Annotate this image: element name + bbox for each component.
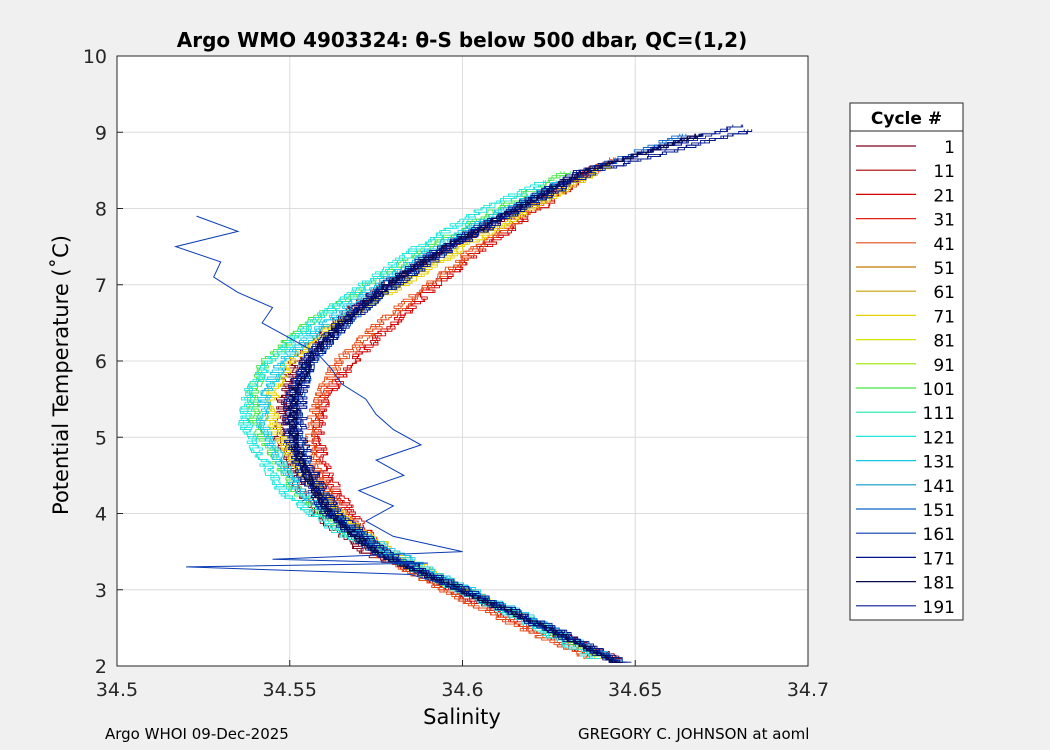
profile-line-cycle-191 bbox=[282, 124, 734, 663]
profile-line-cycle-161 bbox=[173, 215, 463, 591]
x-tick-label: 34.7 bbox=[787, 679, 829, 701]
legend-label-171: 171 bbox=[923, 549, 955, 569]
series-layer bbox=[173, 124, 753, 663]
x-tick-label: 34.5 bbox=[96, 679, 138, 701]
chart-title: Argo WMO 4903324: θ-S below 500 dbar, QC… bbox=[177, 28, 747, 52]
y-tick-label: 4 bbox=[95, 504, 107, 526]
y-tick-label: 2 bbox=[95, 656, 107, 678]
y-axis-label: Potential Temperature (˚C) bbox=[49, 235, 73, 515]
legend-label-51: 51 bbox=[933, 259, 955, 279]
legend-label-71: 71 bbox=[933, 307, 955, 327]
x-axis-label: Salinity bbox=[423, 705, 501, 729]
legend-label-181: 181 bbox=[923, 574, 955, 594]
x-tick-label: 34.6 bbox=[441, 679, 483, 701]
legend-label-101: 101 bbox=[923, 380, 955, 400]
profile-line-cycle-41 bbox=[304, 157, 613, 659]
x-tick-label: 34.65 bbox=[608, 679, 662, 701]
profile-line-cycle-131 bbox=[256, 180, 615, 659]
legend-label-81: 81 bbox=[933, 332, 955, 352]
legend-label-111: 111 bbox=[923, 404, 955, 424]
legend-box bbox=[849, 102, 964, 621]
legend-label-21: 21 bbox=[933, 186, 955, 206]
y-tick-label: 9 bbox=[95, 122, 107, 144]
legend-label-131: 131 bbox=[923, 453, 955, 473]
y-tick-label: 7 bbox=[95, 275, 107, 297]
legend-label-61: 61 bbox=[933, 283, 955, 303]
legend-label-91: 91 bbox=[933, 356, 955, 376]
footer-credit-left: Argo WHOI 09-Dec-2025 bbox=[105, 725, 289, 743]
legend-label-121: 121 bbox=[923, 428, 955, 448]
footer-credit-right: GREGORY C. JOHNSON at aoml bbox=[578, 725, 810, 743]
legend-label-31: 31 bbox=[933, 211, 955, 231]
y-tick-label: 5 bbox=[95, 427, 107, 449]
legend-label-191: 191 bbox=[923, 598, 955, 618]
y-tick-label: 6 bbox=[95, 351, 107, 373]
legend-title: Cycle # bbox=[871, 109, 942, 129]
legend-label-141: 141 bbox=[923, 477, 955, 497]
mean-profile-line bbox=[287, 133, 703, 663]
axis-ticks: 34.5 34.55 34.6 34.65 34.7 2 3 4 5 6 7 8 9 10 bbox=[83, 46, 829, 701]
legend-label-41: 41 bbox=[933, 235, 955, 255]
legend: Cycle #111213141516171819110111112113114… bbox=[849, 102, 964, 621]
x-tick-label: 34.55 bbox=[263, 679, 317, 701]
legend-label-161: 161 bbox=[923, 525, 955, 545]
y-tick-label: 3 bbox=[95, 580, 107, 602]
grid-lines bbox=[117, 56, 808, 666]
legend-label-1: 1 bbox=[944, 138, 955, 158]
y-tick-label: 10 bbox=[83, 46, 107, 68]
legend-label-151: 151 bbox=[923, 501, 955, 521]
y-tick-label: 8 bbox=[95, 199, 107, 221]
legend-label-11: 11 bbox=[933, 162, 955, 182]
